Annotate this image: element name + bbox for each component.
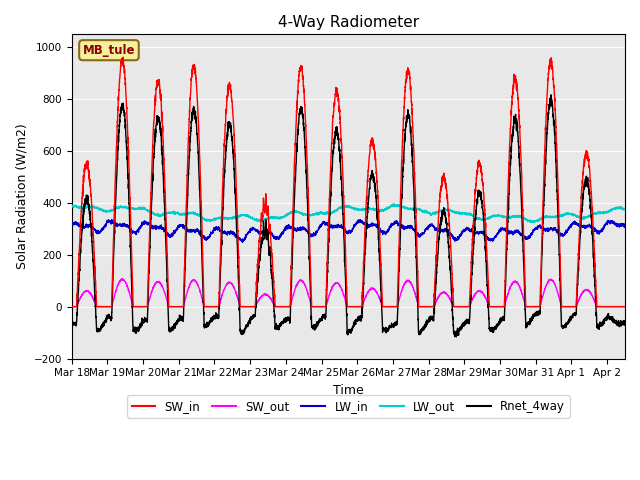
X-axis label: Time: Time: [333, 384, 364, 397]
Y-axis label: Solar Radiation (W/m2): Solar Radiation (W/m2): [15, 123, 28, 269]
Legend: SW_in, SW_out, LW_in, LW_out, Rnet_4way: SW_in, SW_out, LW_in, LW_out, Rnet_4way: [127, 395, 570, 418]
Title: 4-Way Radiometer: 4-Way Radiometer: [278, 15, 419, 30]
Text: MB_tule: MB_tule: [83, 44, 135, 57]
